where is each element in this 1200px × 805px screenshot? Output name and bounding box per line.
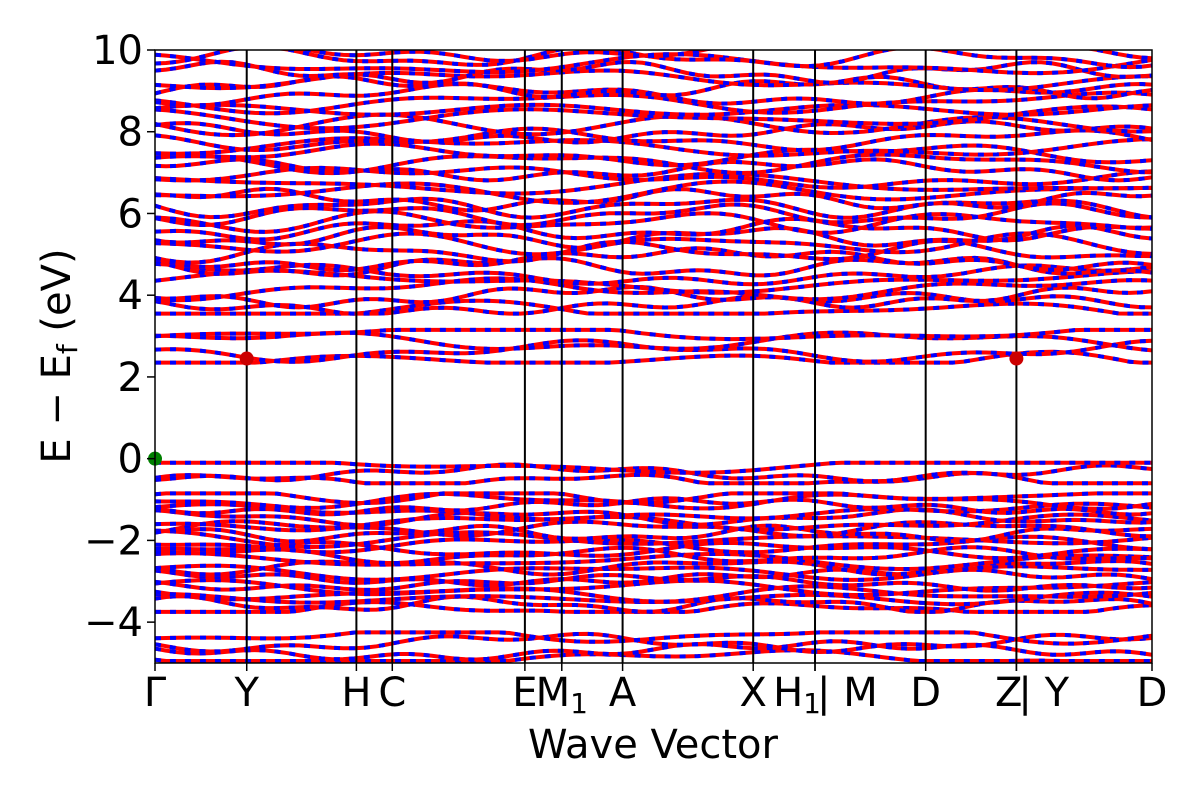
y-tick-label-5: 6 [118, 191, 143, 237]
x-tick-label-1: Y [234, 670, 260, 716]
band-line-spin-down-29 [155, 349, 1152, 365]
band-line-spin-down-3 [155, 630, 1152, 646]
band-line-spin-down-58 [155, 112, 1152, 138]
y-axis-label: E − Ef (eV) [34, 248, 84, 463]
x-axis-label: Wave Vector [528, 722, 779, 768]
band-line-spin-down-36 [155, 276, 1152, 303]
x-tick-label-7: X [739, 670, 766, 716]
band-line-spin-down-43 [155, 223, 1152, 250]
extrema-markers [148, 351, 1024, 466]
y-axis-ticks: −4 −2 0 2 4 6 8 10 [84, 28, 155, 646]
band-line-spin-down-62 [155, 81, 1152, 108]
band-line-spin-down-65 [155, 59, 1152, 85]
band-line-spin-down-38 [155, 261, 1152, 287]
band-line-spin-down-57 [155, 119, 1152, 145]
band-line-spin-down-1 [155, 639, 1152, 662]
y-tick-label-7: 10 [92, 28, 143, 74]
band-line-spin-down-7 [155, 584, 1152, 604]
band-line-spin-down-2 [155, 631, 1152, 655]
x-axis-ticks: Γ Y H C EM1 A X H1| M D Z| Y D [144, 663, 1168, 720]
y-axis-label-tail: (eV) [34, 248, 80, 344]
x-tick-label-11: Z [995, 670, 1022, 716]
band-line-spin-down-30 [155, 338, 1152, 364]
band-line-spin-down-64 [155, 68, 1152, 93]
x-tick-label-5: M1 [536, 670, 588, 720]
band-line-spin-down-48 [155, 186, 1152, 213]
band-line-spin-down-53 [155, 152, 1152, 176]
band-line-spin-down-51 [155, 165, 1152, 190]
y-tick-label-6: 8 [118, 110, 143, 156]
band-line-spin-down-11 [155, 563, 1152, 582]
band-line-spin-down-55 [155, 136, 1152, 158]
band-line-spin-down-42 [155, 231, 1152, 257]
band-line-spin-down-44 [155, 216, 1152, 243]
y-tick-label-1: −2 [84, 518, 143, 564]
x-tick-label-10: D [910, 670, 941, 716]
band-lines [155, 50, 1152, 663]
band-line-spin-down-5 [155, 594, 1152, 614]
x-tick-label-0: Γ [144, 670, 167, 716]
band-line-spin-down-32 [155, 327, 1152, 342]
band-line-spin-down-56 [155, 126, 1152, 153]
x-tick-label-3: C [378, 670, 406, 716]
band-line-spin-down-21 [155, 507, 1152, 528]
band-line-spin-down-60 [155, 102, 1152, 117]
band-line-spin-down-18 [155, 523, 1152, 544]
x-tick-label-13: D [1137, 670, 1168, 716]
band-line-spin-down-49 [155, 179, 1152, 205]
y-tick-label-4: 4 [118, 273, 143, 319]
band-line-spin-down-10 [155, 567, 1152, 588]
plot-frame [154, 49, 1153, 664]
x-tick-label-6: A [609, 670, 637, 716]
y-axis-label-sub: f [51, 343, 84, 354]
band-line-spin-down-52 [155, 157, 1152, 183]
band-line-spin-down-17 [155, 528, 1152, 550]
band-line-spin-down-25 [155, 491, 1152, 506]
band-line-spin-down-27 [155, 462, 1152, 484]
band-line-spin-down-54 [155, 141, 1152, 168]
band-line-spin-down-28 [155, 460, 1152, 475]
band-line-spin-down-33 [155, 298, 1152, 316]
band-line-spin-down-61 [155, 90, 1152, 116]
band-line-spin-down-24 [155, 491, 1152, 511]
x-tick-label-12: | Y [1018, 670, 1069, 716]
band-line-spin-down-13 [155, 551, 1152, 571]
band-line-spin-down-45 [155, 209, 1152, 235]
band-line-spin-down-15 [155, 540, 1152, 561]
band-line-spin-down-59 [155, 104, 1152, 131]
band-line-spin-down-19 [155, 519, 1152, 539]
band-line-spin-down-8 [155, 578, 1152, 597]
marker-cbm-2 [1009, 351, 1024, 366]
y-tick-label-0: −4 [84, 600, 143, 646]
x-tick-label-9: | M [817, 670, 878, 716]
band-line-spin-down-34 [155, 290, 1152, 316]
band-line-spin-down-26 [155, 470, 1152, 486]
kpoint-lines [245, 50, 1018, 663]
band-line-spin-down-47 [155, 196, 1152, 220]
band-line-spin-down-23 [155, 496, 1152, 517]
x-tick-label-8: H1 [773, 670, 821, 720]
y-tick-label-3: 2 [118, 355, 143, 401]
band-line-spin-down-0 [155, 648, 1152, 663]
band-line-spin-down-41 [155, 238, 1152, 265]
x-tick-label-2: H [341, 670, 371, 716]
marker-cbm-1 [239, 351, 254, 366]
band-line-spin-down-40 [155, 246, 1152, 273]
band-line-spin-down-67 [155, 50, 1152, 70]
band-line-spin-down-46 [155, 201, 1152, 228]
x-tick-label-4: E [512, 670, 537, 716]
y-axis-label-main: E − E [34, 354, 80, 464]
band-line-spin-down-68 [155, 50, 1152, 63]
band-line-spin-down-39 [155, 255, 1152, 278]
y-tick-label-2: 0 [118, 437, 143, 483]
band-line-spin-down-35 [155, 285, 1152, 310]
